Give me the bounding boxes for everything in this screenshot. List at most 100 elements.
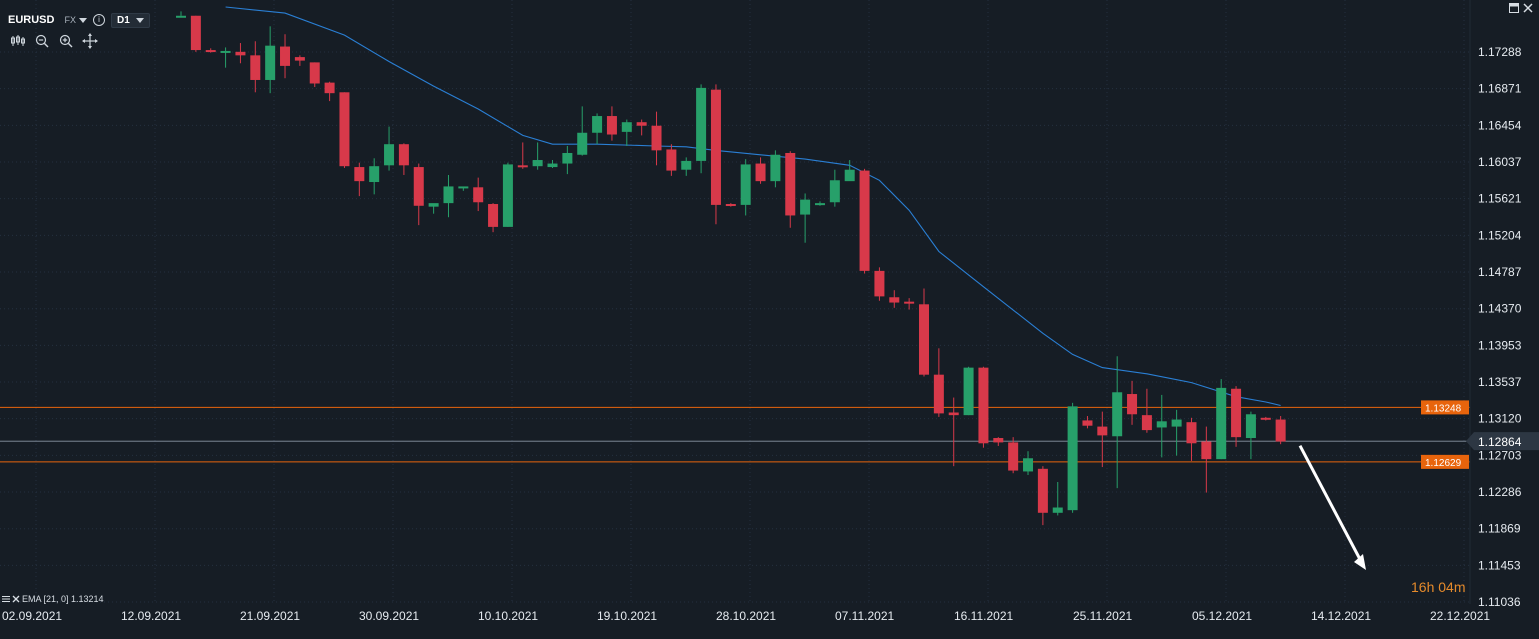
candle-body bbox=[770, 154, 781, 182]
y-tick-label: 1.13953 bbox=[1478, 338, 1522, 352]
x-tick-label: 10.10.2021 bbox=[478, 609, 538, 623]
candle-body bbox=[904, 301, 915, 304]
candle-body bbox=[502, 164, 513, 227]
y-tick-label: 1.16037 bbox=[1478, 155, 1522, 169]
timeframe-selector[interactable]: D1 bbox=[110, 12, 150, 28]
y-tick-label: 1.12286 bbox=[1478, 485, 1522, 499]
candle-body bbox=[1245, 414, 1256, 439]
y-tick-label: 1.17288 bbox=[1478, 45, 1522, 59]
candle-body bbox=[294, 57, 305, 61]
candle-body bbox=[547, 163, 558, 168]
candle-body bbox=[919, 304, 929, 375]
caret-down-icon bbox=[135, 17, 144, 23]
candle-body bbox=[473, 187, 484, 203]
y-tick-label: 1.14787 bbox=[1478, 265, 1522, 279]
candle-body bbox=[1141, 415, 1152, 431]
candle-body bbox=[1023, 458, 1034, 472]
y-tick-label: 1.11036 bbox=[1478, 595, 1521, 609]
x-tick-label: 14.12.2021 bbox=[1311, 609, 1371, 623]
x-tick-label: 12.09.2021 bbox=[121, 609, 181, 623]
candle-body bbox=[1097, 426, 1108, 436]
x-tick-label: 05.12.2021 bbox=[1192, 609, 1252, 623]
candle-body bbox=[384, 144, 395, 166]
candle-body bbox=[250, 55, 261, 80]
candle-body bbox=[592, 116, 603, 133]
candle-body bbox=[458, 186, 469, 189]
candle-body bbox=[1067, 406, 1078, 511]
candle-body bbox=[948, 412, 959, 416]
candle-body bbox=[1186, 422, 1197, 444]
candle-body bbox=[859, 170, 870, 271]
candle-body bbox=[369, 166, 380, 183]
candle-body bbox=[176, 15, 186, 18]
arrow-head bbox=[1354, 554, 1366, 570]
candle-body bbox=[488, 204, 499, 227]
x-tick-label: 25.11.2021 bbox=[1073, 609, 1132, 623]
candle-body bbox=[1201, 441, 1212, 460]
level-tag-label: 1.13248 bbox=[1425, 403, 1462, 414]
remove-icon[interactable] bbox=[12, 595, 20, 603]
crosshair-icon[interactable] bbox=[82, 33, 98, 49]
level-tag-label: 1.12629 bbox=[1425, 458, 1462, 469]
market-selector[interactable]: FX bbox=[60, 15, 87, 25]
symbol-label[interactable]: EURUSD bbox=[8, 14, 55, 26]
window-controls bbox=[1509, 3, 1533, 13]
candle-body bbox=[606, 116, 617, 135]
x-tick-label: 16.11.2021 bbox=[954, 609, 1013, 623]
close-icon[interactable] bbox=[1523, 3, 1533, 13]
current-price-label: 1.12864 bbox=[1478, 435, 1522, 449]
candle-body bbox=[309, 62, 320, 84]
indicator-legend: EMA [21, 0] 1.13214 bbox=[2, 594, 104, 604]
y-tick-label: 1.15621 bbox=[1478, 192, 1522, 206]
candle-body bbox=[963, 367, 974, 416]
candle-body bbox=[220, 50, 231, 53]
candle-body bbox=[800, 199, 811, 215]
candle-body bbox=[1037, 468, 1048, 513]
candle-body bbox=[844, 169, 855, 182]
candle-body bbox=[785, 152, 796, 216]
candle-body bbox=[889, 297, 900, 303]
candle-body bbox=[696, 87, 707, 161]
settings-icon[interactable] bbox=[2, 595, 10, 603]
y-tick-label: 1.11453 bbox=[1478, 558, 1521, 572]
zoom-out-icon[interactable] bbox=[34, 33, 50, 49]
candle-body bbox=[428, 203, 439, 207]
y-tick-label: 1.11869 bbox=[1478, 522, 1521, 536]
candle-body bbox=[339, 92, 350, 167]
candle-body bbox=[398, 144, 409, 166]
candle-body bbox=[1275, 419, 1286, 442]
candle-body bbox=[681, 160, 692, 170]
candle-body bbox=[651, 125, 662, 151]
y-tick-label: 1.15204 bbox=[1478, 228, 1522, 242]
x-tick-label: 22.12.2021 bbox=[1430, 609, 1490, 623]
chart-toolbar: EURUSD FX i D1 bbox=[8, 10, 150, 30]
candle-body bbox=[666, 149, 677, 171]
candle-body bbox=[1231, 388, 1242, 438]
maximize-icon[interactable] bbox=[1509, 3, 1519, 13]
indicators-icon[interactable] bbox=[10, 33, 26, 49]
candle-body bbox=[978, 367, 989, 444]
candle-body bbox=[280, 46, 291, 66]
y-tick-label: 1.13120 bbox=[1478, 412, 1522, 426]
timeframe-label: D1 bbox=[116, 14, 130, 26]
candle-body bbox=[324, 82, 335, 94]
x-tick-label: 19.10.2021 bbox=[597, 609, 657, 623]
info-icon[interactable]: i bbox=[92, 14, 105, 26]
zoom-in-icon[interactable] bbox=[58, 33, 74, 49]
level-tag bbox=[1421, 454, 1469, 469]
candle-body bbox=[1112, 392, 1123, 437]
current-price-tag bbox=[1466, 432, 1539, 451]
x-tick-label: 21.09.2021 bbox=[240, 609, 300, 623]
candle-body bbox=[1127, 394, 1138, 415]
candle-body bbox=[1082, 420, 1093, 426]
y-tick-label: 1.16871 bbox=[1478, 82, 1522, 96]
candle-body bbox=[354, 167, 365, 182]
candle-body bbox=[814, 203, 825, 206]
y-tick-label: 1.12703 bbox=[1478, 448, 1522, 462]
candle-body bbox=[636, 122, 647, 126]
caret-down-icon bbox=[78, 17, 87, 23]
candle-body bbox=[577, 132, 588, 155]
candle-countdown: 16h 04m bbox=[1411, 579, 1466, 595]
